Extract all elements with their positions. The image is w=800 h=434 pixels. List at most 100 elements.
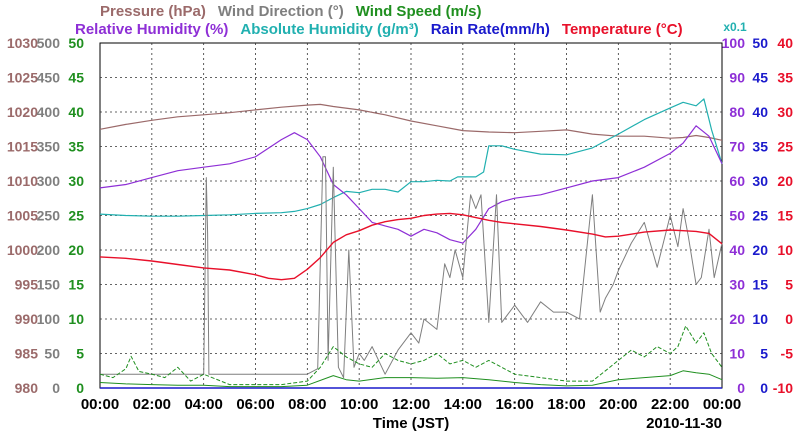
tick-temp: -5 — [781, 346, 794, 362]
legend-wind_dir: Wind Direction (°) — [218, 3, 344, 20]
legend-rh: Relative Humidity (%) — [75, 21, 228, 38]
tick-rh: 0 — [737, 380, 745, 396]
tick-wind_speed: 10 — [68, 311, 84, 327]
tick-wind_dir: 400 — [37, 104, 61, 120]
tick-temp: 20 — [777, 173, 793, 189]
legend-wind_speed: Wind Speed (m/s) — [356, 3, 482, 20]
tick-rh: 20 — [729, 311, 745, 327]
tick-temp: 10 — [777, 242, 793, 258]
tick-rh: 10 — [729, 346, 745, 362]
tick-rain: 30 — [752, 173, 768, 189]
tick-rain: 10 — [752, 311, 768, 327]
tick-rain: 5 — [760, 346, 768, 362]
tick-rh: 80 — [729, 104, 745, 120]
legend-rain: Rain Rate(mm/h) — [431, 21, 550, 38]
tick-wind_speed: 15 — [68, 277, 84, 293]
x-tick: 16:00 — [495, 396, 533, 413]
x-axis-label: Time (JST) — [373, 415, 449, 432]
tick-temp: 35 — [777, 70, 793, 86]
series-pressure — [99, 103, 723, 141]
tick-pressure: 1010 — [7, 173, 38, 189]
tick-pressure: 1005 — [7, 208, 38, 224]
legend-temp: Temperature (°C) — [562, 21, 683, 38]
tick-wind_dir: 250 — [37, 208, 61, 224]
date-label: 2010-11-30 — [646, 415, 722, 432]
tick-wind_speed: 30 — [68, 173, 84, 189]
scale-note: x0.1 — [723, 20, 747, 34]
tick-wind_speed: 40 — [68, 104, 84, 120]
tick-temp: -10 — [773, 380, 793, 396]
tick-wind_dir: 100 — [37, 311, 61, 327]
tick-rain: 50 — [752, 35, 768, 51]
x-tick: 02:00 — [133, 396, 171, 413]
series-wind-speed — [99, 325, 723, 386]
tick-pressure: 1000 — [7, 242, 38, 258]
x-axis: 00:00 02:00 04:00 06:00 08:00 10:00 12:00 14:00… — [81, 396, 741, 432]
x-tick: 00:00 — [81, 396, 119, 413]
tick-rain: 25 — [752, 208, 768, 224]
x-tick: 00:00 — [703, 396, 741, 413]
tick-pressure: 1030 — [7, 35, 38, 51]
tick-rh: 100 — [722, 35, 746, 51]
x-tick: 08:00 — [288, 396, 326, 413]
x-tick: 06:00 — [236, 396, 274, 413]
tick-wind_dir: 300 — [37, 173, 61, 189]
tick-temp: 25 — [777, 139, 793, 155]
tick-rh: 90 — [729, 70, 745, 86]
legend-abs_hum: Absolute Humidity (g/m³) — [240, 21, 418, 38]
series-temperature — [99, 212, 723, 281]
legend-pressure: Pressure (hPa) — [100, 3, 206, 20]
tick-temp: 0 — [785, 311, 793, 327]
tick-rain: 45 — [752, 70, 768, 86]
tick-pressure: 980 — [15, 380, 39, 396]
tick-temp: 15 — [777, 208, 793, 224]
tick-rain: 15 — [752, 277, 768, 293]
tick-rh: 60 — [729, 173, 745, 189]
series-wind-direction — [100, 156, 723, 379]
series-relative-humidity — [99, 125, 723, 244]
tick-temp: 40 — [777, 35, 793, 51]
x-tick: 14:00 — [444, 396, 482, 413]
tick-rh: 40 — [729, 242, 745, 258]
tick-wind_speed: 20 — [68, 242, 84, 258]
x-tick: 22:00 — [651, 396, 689, 413]
tick-temp: 5 — [785, 277, 793, 293]
grid-lines — [100, 43, 722, 388]
tick-wind_speed: 35 — [68, 139, 84, 155]
tick-pressure: 1025 — [7, 70, 38, 86]
chart-titles: Pressure (hPa) Wind Direction (°) Wind Spe… — [75, 3, 747, 38]
tick-rh: 50 — [729, 208, 745, 224]
tick-pressure: 990 — [15, 311, 39, 327]
tick-rain: 35 — [752, 139, 768, 155]
tick-wind_dir: 200 — [37, 242, 61, 258]
tick-wind_dir: 150 — [37, 277, 61, 293]
tick-wind_speed: 45 — [68, 70, 84, 86]
tick-rain: 20 — [752, 242, 768, 258]
tick-rain: 40 — [752, 104, 768, 120]
series-wind-speed-avg- — [99, 370, 723, 388]
tick-rh: 30 — [729, 277, 745, 293]
tick-rain: 0 — [760, 380, 768, 396]
x-tick: 20:00 — [599, 396, 637, 413]
tick-wind_dir: 350 — [37, 139, 61, 155]
tick-wind_speed: 0 — [76, 380, 84, 396]
tick-temp: 30 — [777, 104, 793, 120]
x-tick: 12:00 — [392, 396, 430, 413]
tick-wind_dir: 450 — [37, 70, 61, 86]
x-tick: 18:00 — [547, 396, 585, 413]
tick-pressure: 1020 — [7, 104, 38, 120]
tick-wind_dir: 0 — [52, 380, 60, 396]
x-tick: 10:00 — [340, 396, 378, 413]
axis-ticks: 9809859909951000100510101015102010251030… — [7, 35, 793, 396]
x-tick: 04:00 — [184, 396, 222, 413]
series-absolute-humidity — [99, 98, 723, 217]
tick-wind_speed: 5 — [76, 346, 84, 362]
tick-wind_dir: 50 — [44, 346, 60, 362]
tick-pressure: 1015 — [7, 139, 38, 155]
tick-wind_speed: 50 — [68, 35, 84, 51]
tick-wind_speed: 25 — [68, 208, 84, 224]
tick-rh: 70 — [729, 139, 745, 155]
tick-pressure: 995 — [15, 277, 39, 293]
tick-pressure: 985 — [15, 346, 39, 362]
